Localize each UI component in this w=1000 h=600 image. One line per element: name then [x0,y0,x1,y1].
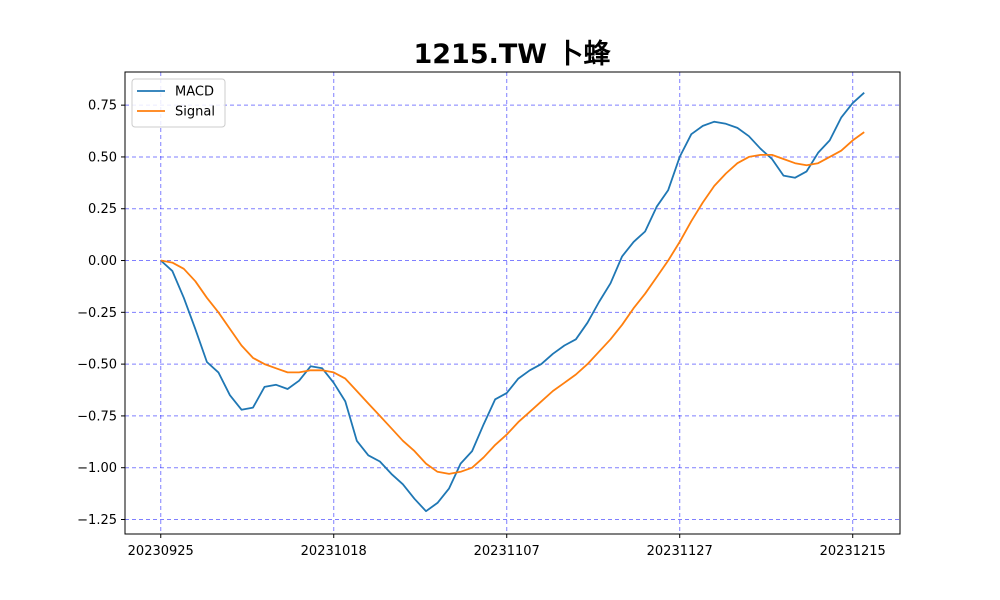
y-tick-label: 0.25 [88,202,117,217]
series-lines [160,92,865,513]
y-tick-label: 0.50 [88,150,117,165]
x-tick-label: 20230925 [128,544,194,559]
y-tick-label: 0.00 [88,254,117,269]
legend: MACD Signal [131,78,226,128]
plot-frame [124,71,901,535]
chart-title: 1215.TW 卜蜂 [413,39,611,70]
y-axis: −1.25 −1.00 −0.75 −0.50 −0.25 0.00 0.25 0.50 0.7… [77,99,125,528]
y-tick-label: 0.75 [88,99,117,114]
x-tick-label: 20231107 [474,544,540,559]
x-tick-label: 20231215 [820,544,886,559]
legend-label: MACD [175,85,214,100]
y-tick-label: −0.50 [77,358,117,373]
grid [125,72,900,534]
x-axis: 20230925 20231018 20231107 20231127 20231215 [128,534,886,559]
y-tick-label: −1.00 [77,461,117,476]
legend-label: Signal [175,105,215,120]
y-tick-label: −0.25 [77,306,117,321]
y-tick-label: −0.75 [77,409,117,424]
y-tick-label: −1.25 [77,513,117,528]
series-line-macd [160,92,865,513]
series-line-signal [160,131,865,475]
plot-area [125,72,900,534]
x-tick-label: 20231127 [647,544,713,559]
x-tick-label: 20231018 [301,544,367,559]
